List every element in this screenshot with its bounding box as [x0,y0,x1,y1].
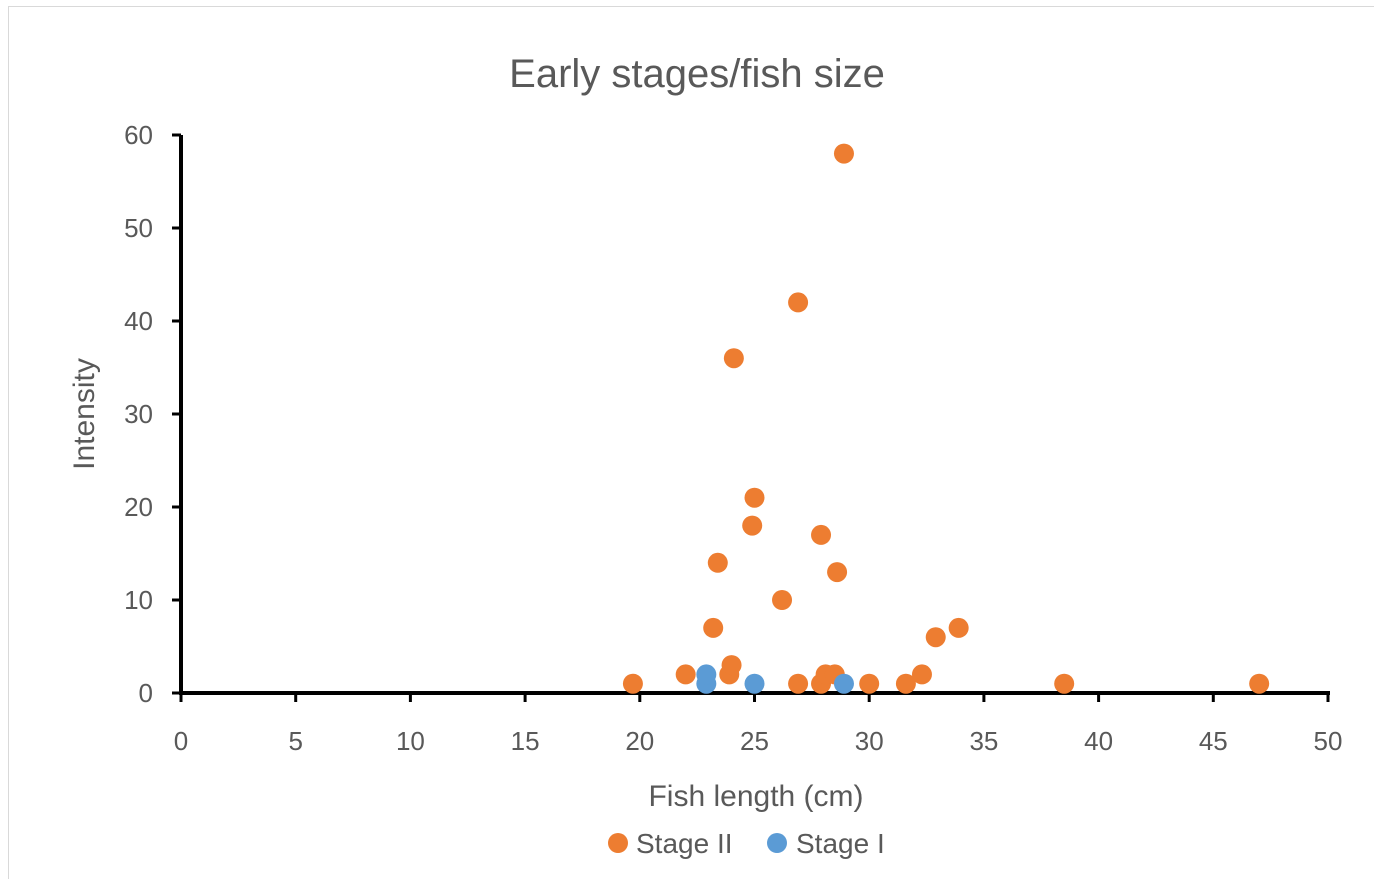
y-tick-label: 40 [124,306,153,336]
point-stage-ii [772,590,793,610]
point-stage-ii [827,562,848,583]
chart-frame [8,6,1374,879]
point-stage-i [696,664,717,685]
point-stage-ii [895,673,916,694]
point-stage-ii [721,655,742,676]
point-stage-ii [1249,673,1270,694]
chart-title: Early stages/fish size [509,52,885,96]
y-tick-label: 10 [124,585,153,615]
data-markers [622,143,1270,694]
x-tick-label: 20 [625,726,654,756]
legend-label-stage-i: Stage I [796,828,885,859]
x-axis-label: Fish length (cm) [648,780,863,813]
point-stage-i [744,673,765,694]
x-tick-label: 50 [1314,726,1343,756]
y-tick-label: 60 [124,120,153,150]
point-stage-ii [811,524,832,545]
point-stage-ii [925,627,946,648]
x-tick-label: 25 [740,726,769,756]
point-stage-ii [744,487,765,508]
y-tick-label: 50 [124,213,153,243]
legend-label-stage-ii: Stage II [636,828,733,859]
point-stage-ii [859,673,880,694]
y-tick-label: 0 [139,678,153,708]
x-tick-label: 30 [855,726,884,756]
point-stage-ii [911,664,932,685]
x-tick-label: 40 [1084,726,1113,756]
x-tick-label: 15 [511,726,540,756]
y-tick-label: 20 [124,492,153,522]
point-stage-ii [788,292,809,313]
x-tick-label: 5 [288,726,302,756]
legend-marker-stage-ii [608,833,628,853]
x-tick-label: 35 [969,726,998,756]
x-tick-label: 10 [396,726,425,756]
point-stage-ii [622,673,643,694]
y-axis-label: Intensity [68,358,101,470]
point-stage-ii [723,348,744,369]
point-stage-ii [833,143,854,164]
x-axis-ticks: 0 5 10 15 20 25 30 35 40 45 50 [174,693,1343,756]
point-stage-ii [675,664,696,685]
point-stage-i [833,673,854,694]
point-stage-ii [707,552,728,573]
x-tick-label: 0 [174,726,188,756]
y-tick-label: 30 [124,399,153,429]
point-stage-ii [948,617,969,638]
point-stage-ii [742,515,763,536]
legend-marker-stage-i [767,833,787,853]
point-stage-ii [1054,673,1075,694]
x-tick-label: 45 [1199,726,1228,756]
point-stage-ii [703,617,724,638]
legend: Stage II Stage I [608,828,885,859]
point-stage-ii [788,673,809,694]
y-axis-ticks: 0 10 20 30 40 50 60 [124,120,181,708]
